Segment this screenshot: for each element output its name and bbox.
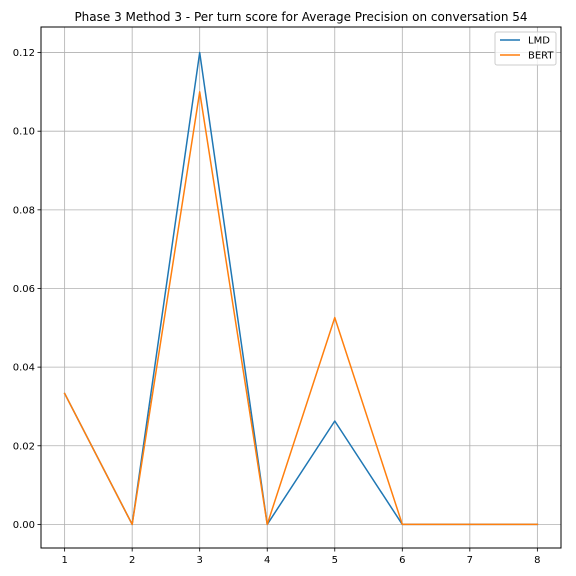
x-tick-label: 3 [197,555,203,566]
chart-title: Phase 3 Method 3 - Per turn score for Av… [74,10,527,24]
x-tick-label: 5 [332,555,338,566]
y-tick-label: 0.00 [13,520,35,531]
x-tick-label: 1 [61,555,67,566]
y-tick-label: 0.02 [13,441,35,452]
x-tick-label: 2 [129,555,135,566]
y-axis: 0.00 0.02 0.04 0.06 0.08 0.10 0.12 [13,48,41,531]
plot-frame [40,26,562,549]
x-tick-label: 4 [264,555,270,566]
legend-label-bert: BERT [528,51,554,62]
grid [41,27,561,548]
y-tick-label: 0.04 [13,363,35,374]
x-tick-label: 8 [534,555,540,566]
x-axis: 1 2 3 4 5 6 7 8 [61,548,541,566]
y-tick-label: 0.08 [13,205,35,216]
series-lines [63,51,539,526]
legend-label-lmd: LMD [528,36,550,47]
legend: LMD BERT [494,31,557,66]
y-tick-label: 0.06 [13,284,35,295]
x-tick-label: 6 [399,555,405,566]
series-line-bert [63,91,539,526]
y-tick-label: 0.12 [13,48,35,59]
y-tick-label: 0.10 [13,127,35,138]
x-tick-label: 7 [467,555,473,566]
